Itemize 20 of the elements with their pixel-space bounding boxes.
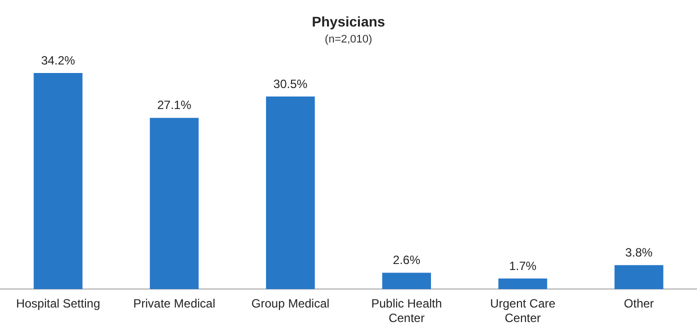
data-label: 3.8% (625, 245, 653, 260)
x-tick-label: Group Medical (251, 296, 330, 311)
bar (382, 272, 431, 290)
bar (266, 96, 315, 290)
bar (498, 278, 548, 290)
x-tick-label: Urgent Care Center (490, 296, 556, 326)
data-label: 34.2% (41, 53, 76, 68)
chart-title: Physicians (312, 13, 386, 30)
bar (150, 118, 199, 290)
data-label: 1.7% (509, 258, 537, 273)
x-tick-label: Private Medical (133, 296, 216, 311)
x-tick-label: Other (624, 296, 654, 311)
chart-subtitle: (n=2,010) (324, 33, 372, 46)
bar (614, 265, 664, 290)
x-tick-label: Public Health Center (371, 296, 442, 326)
data-label: 30.5% (273, 76, 308, 91)
x-tick-label: Hospital Setting (16, 296, 100, 311)
bar (34, 73, 82, 290)
data-label: 27.1% (157, 98, 192, 112)
data-label: 2.6% (392, 253, 421, 268)
